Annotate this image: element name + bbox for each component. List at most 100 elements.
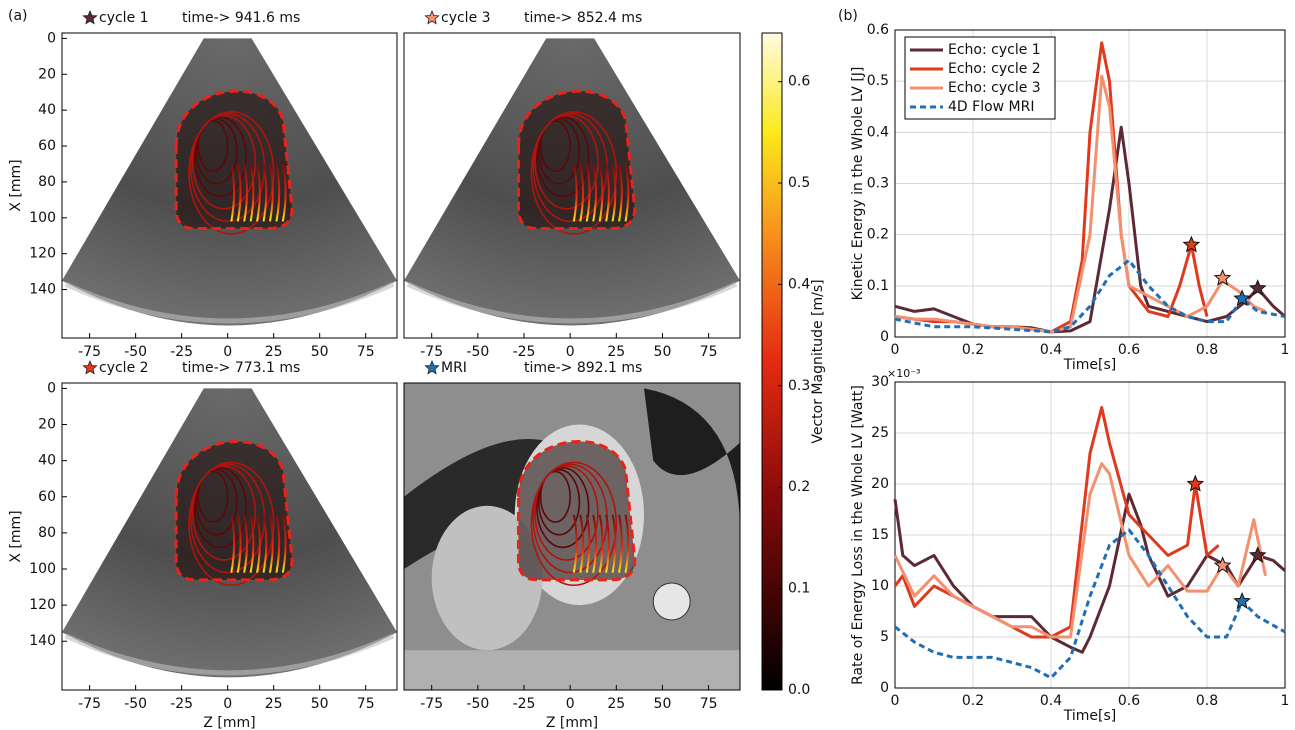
- series-line: [893, 492, 1286, 654]
- y-tick-label: 0.1: [867, 278, 889, 294]
- axes-frame: [61, 32, 398, 339]
- y-tick-label: 30: [871, 374, 889, 390]
- series-line: [893, 406, 1220, 639]
- streamline: [269, 163, 274, 222]
- fan-band: [64, 281, 395, 324]
- x-tick-label: -75: [420, 696, 443, 712]
- x-tick-label: -75: [78, 344, 101, 360]
- star-marker: [1248, 546, 1267, 563]
- x-tick-label: -25: [170, 344, 193, 360]
- x-tick-label: 50: [311, 344, 329, 360]
- x-tick-label: 75: [357, 696, 375, 712]
- streamline: [530, 461, 618, 587]
- y-tick-label: 20: [38, 66, 56, 82]
- image-panel: -75 -50 -25 0 25 50 75 cycle 3 time-> 852.4 ms: [403, 9, 741, 360]
- streamline: [243, 163, 248, 222]
- y-tick-label: 40: [38, 453, 56, 469]
- y-tick-label: 0.5: [867, 73, 889, 89]
- streamline: [539, 120, 571, 172]
- streamline: [611, 514, 617, 573]
- series-line: [894, 258, 1286, 334]
- x-tick-label: -50: [124, 344, 147, 360]
- legend: Echo: cycle 1 Echo: cycle 2 Echo: cycle 3 4…: [904, 36, 1056, 120]
- legend-label: Echo: cycle 2: [948, 61, 1041, 77]
- x-tick-label: 0.6: [1118, 342, 1140, 358]
- colorbar-tick-label: 0.5: [788, 175, 810, 191]
- y-axis-label: X [mm]: [8, 510, 24, 562]
- streamline: [534, 114, 599, 210]
- image: [62, 38, 397, 326]
- panel-label: (b): [838, 8, 858, 24]
- y-axis-label: X [mm]: [8, 159, 24, 211]
- x-tick-label: 0: [223, 344, 232, 360]
- streamline: [598, 163, 604, 222]
- colorbar-tick-label: 0.6: [788, 74, 810, 90]
- panel-title: cycle 2: [99, 360, 149, 376]
- colorbar: [761, 32, 783, 691]
- streamline: [579, 514, 585, 573]
- y-tick-label: 0: [47, 380, 56, 396]
- panel-title: cycle 3: [441, 10, 491, 26]
- panel-title: MRI: [441, 360, 467, 376]
- streamline: [188, 461, 275, 587]
- streamline: [269, 514, 274, 573]
- axes-frame: [894, 381, 1286, 689]
- x-tick-label: 0.8: [1196, 342, 1218, 358]
- legend-label: Echo: cycle 3: [948, 80, 1041, 96]
- streamline: [618, 163, 623, 222]
- panel-subtitle: time-> 773.1 ms: [182, 360, 300, 376]
- streamline: [624, 514, 630, 573]
- x-tick-label: 0: [891, 693, 900, 709]
- streamline: [230, 514, 236, 573]
- streamline: [579, 163, 585, 222]
- y-tick-label: 140: [29, 282, 56, 298]
- star-marker: [1233, 591, 1251, 609]
- y-tick-label: 0.6: [867, 22, 889, 38]
- title-star: [424, 9, 440, 25]
- legend-label: 4D Flow MRI: [948, 99, 1034, 115]
- y-tick-label: 120: [29, 597, 56, 613]
- star-marker: [1186, 474, 1205, 492]
- y-tick-label: 15: [871, 527, 889, 543]
- x-tick-label: 25: [607, 344, 625, 360]
- mri-lower: [404, 650, 740, 690]
- colorbar-tick-label: 0.3: [788, 378, 810, 394]
- mri-dark: [404, 438, 552, 570]
- x-tick-label: 75: [357, 344, 375, 360]
- x-tick-label: -25: [513, 696, 536, 712]
- y-tick-label: 100: [29, 561, 56, 577]
- star-marker: [1233, 289, 1251, 307]
- streamline: [236, 163, 242, 222]
- lv-contour: [174, 89, 294, 231]
- legend-label: Echo: cycle 1: [948, 42, 1041, 58]
- x-tick-label: -75: [78, 696, 101, 712]
- mri-dark: [644, 388, 740, 533]
- streamline: [537, 468, 581, 536]
- x-tick-label: 0: [891, 342, 900, 358]
- y-tick-label: 0: [880, 329, 889, 345]
- x-tick-label: 0.4: [1040, 342, 1062, 358]
- lv-contour: [516, 440, 637, 582]
- x-axis-label: Z [mm]: [546, 715, 598, 730]
- streamline: [275, 514, 281, 573]
- title-star: [82, 9, 98, 25]
- streamline: [188, 111, 275, 235]
- x-tick-label: -50: [466, 344, 489, 360]
- series-line: [894, 528, 1286, 680]
- streamline: [256, 514, 261, 573]
- y-tick-label: 20: [38, 417, 56, 433]
- lv-contour: [516, 89, 637, 231]
- x-tick-label: 25: [607, 696, 625, 712]
- y-tick-label: 0.3: [867, 176, 889, 192]
- fan-band: [406, 281, 738, 324]
- streamline: [262, 514, 268, 573]
- star-marker: [1213, 556, 1232, 574]
- y-tick-label: 25: [871, 425, 889, 441]
- x-axis-label: Time[s]: [1063, 708, 1116, 724]
- star-marker: [1182, 235, 1201, 253]
- x-tick-label: 1: [1281, 342, 1290, 358]
- star-marker: [1213, 268, 1232, 286]
- image-panel: -75 -50 -25 0 25 50 75 0 20 40 60 80 100 120 140 X [mm]…: [8, 8, 398, 360]
- streamline: [191, 465, 257, 561]
- y-tick-label: 0.2: [867, 227, 889, 243]
